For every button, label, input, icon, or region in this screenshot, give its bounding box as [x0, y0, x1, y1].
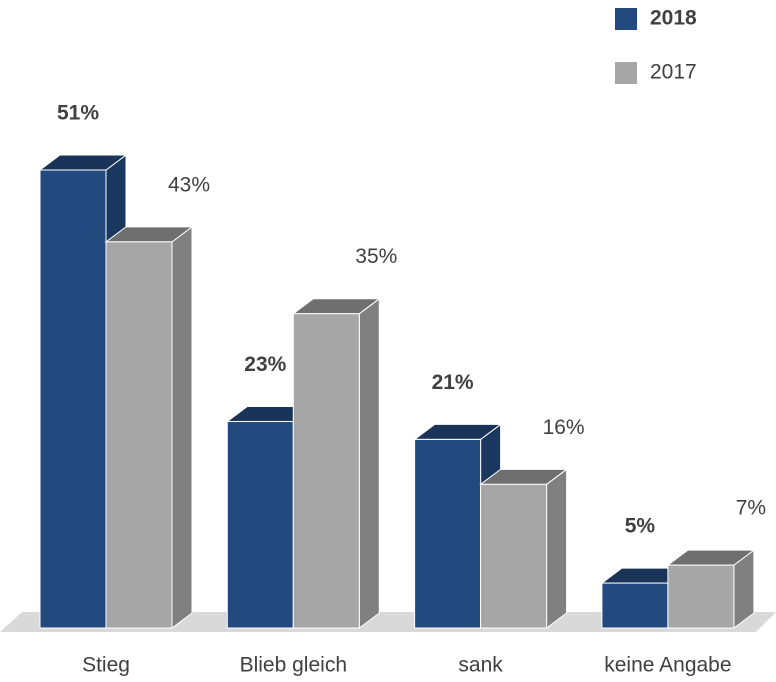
- legend-label: 2017: [650, 61, 697, 84]
- bar-side: [171, 225, 193, 629]
- bar: [601, 582, 669, 629]
- bar: [414, 438, 482, 629]
- bar: [226, 420, 294, 629]
- bar: [105, 241, 173, 629]
- value-label: 35%: [355, 245, 397, 268]
- x-tick-label: keine Angabe: [604, 654, 731, 677]
- bar-side: [546, 468, 568, 629]
- value-label: 7%: [736, 497, 766, 520]
- bar: [480, 483, 548, 629]
- legend-swatch: [615, 8, 637, 30]
- bar: [667, 564, 735, 629]
- bar-side: [358, 297, 380, 629]
- x-tick-label: Stieg: [82, 654, 130, 677]
- bar: [292, 313, 360, 629]
- legend-swatch: [615, 62, 637, 84]
- x-tick-label: sank: [458, 654, 503, 677]
- value-label: 23%: [244, 353, 286, 376]
- value-label: 51%: [57, 102, 99, 125]
- bar: [39, 169, 107, 629]
- legend-label: 2018: [650, 7, 697, 30]
- x-tick-label: Blieb gleich: [240, 654, 347, 677]
- value-label: 21%: [432, 371, 474, 394]
- floor: [0, 612, 776, 632]
- value-label: 16%: [543, 416, 585, 439]
- value-label: 43%: [168, 173, 210, 196]
- value-label: 5%: [625, 515, 656, 538]
